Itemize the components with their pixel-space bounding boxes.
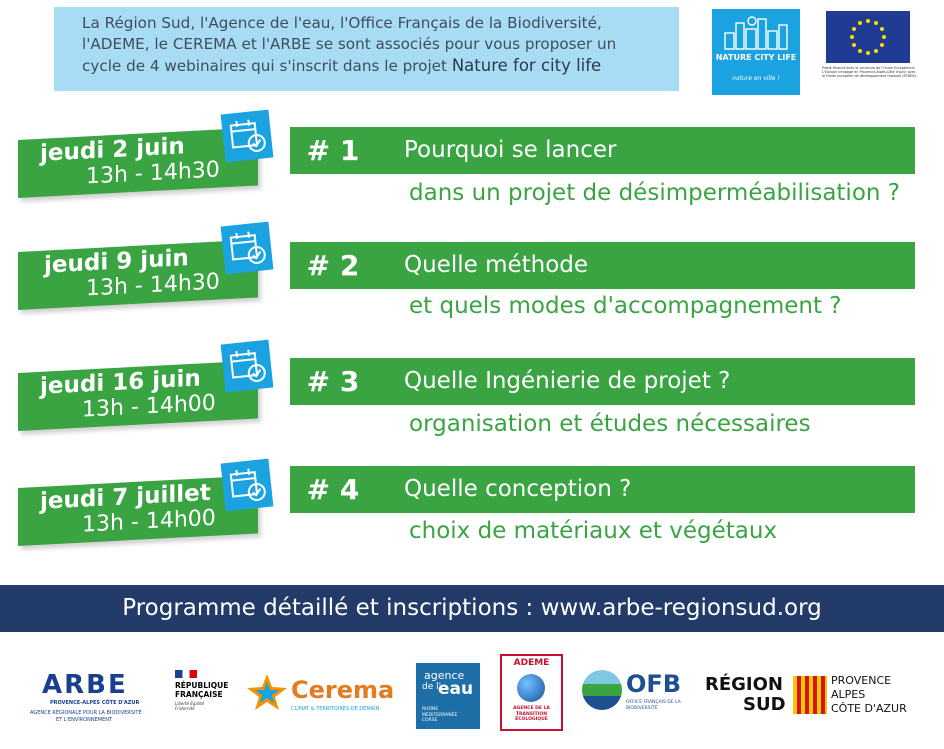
calendar-check-icon bbox=[220, 221, 274, 275]
session-question: Quelle méthode bbox=[404, 252, 589, 278]
calendar-check-icon bbox=[220, 458, 274, 512]
session-subquestion: organisation et études nécessaires bbox=[409, 411, 811, 437]
republique-line-1: RÉPUBLIQUE bbox=[175, 681, 229, 690]
intro-box: La Région Sud, l'Agence de l'eau, l'Offi… bbox=[54, 7, 679, 91]
arbe-tagline-1: AGENCE RÉGIONALE POUR LA BIODIVERSITÉ bbox=[30, 710, 142, 716]
globe-icon bbox=[517, 674, 545, 702]
calendar-check-icon bbox=[220, 109, 274, 163]
region-sud-line-2: SUD bbox=[743, 694, 786, 715]
date-badge-1: jeudi 2 juin 13h - 14h30 bbox=[18, 127, 258, 198]
partner-logos: ARBE PROVENCE-ALPES CÔTE D'AZUR AGENCE R… bbox=[0, 648, 944, 749]
agence-eau-line-1: agence bbox=[424, 669, 465, 682]
date-badge-3: jeudi 16 juin 13h - 14h00 bbox=[18, 360, 258, 431]
provence-flag-icon bbox=[793, 676, 827, 714]
region-sud-p1: PROVENCE bbox=[831, 674, 892, 687]
agence-eau-line-2: de l' bbox=[422, 682, 442, 692]
program-link-text[interactable]: Programme détaillé et inscriptions : www… bbox=[122, 595, 822, 621]
arbe-logo: ARBE PROVENCE-ALPES CÔTE D'AZUR AGENCE R… bbox=[30, 670, 155, 730]
session-number: # 4 bbox=[290, 466, 376, 513]
session-number: # 3 bbox=[290, 358, 376, 405]
ademe-name: ADEME bbox=[513, 658, 550, 668]
question-bar bbox=[376, 127, 915, 174]
republique-motto: Liberté Égalité Fraternité bbox=[175, 701, 205, 711]
ofb-name: OFB bbox=[626, 670, 682, 698]
region-sud-logo: RÉGION SUD PROVENCE ALPES CÔTE D'AZUR bbox=[705, 670, 920, 720]
nature-city-life-logo: NATURE CITY LIFE nature en ville ! bbox=[712, 9, 800, 95]
intro-line-1: La Région Sud, l'Agence de l'eau, l'Offi… bbox=[82, 14, 602, 32]
agence-eau-line-3: eau bbox=[438, 679, 474, 699]
region-sud-line-1: RÉGION bbox=[705, 674, 783, 695]
arbe-tagline-2: ET L'ENVIRONNEMENT bbox=[56, 717, 113, 723]
session-subquestion: choix de matériaux et végétaux bbox=[409, 518, 778, 544]
cerema-name: Cerema bbox=[291, 676, 395, 704]
program-banner: Programme détaillé et inscriptions : www… bbox=[0, 585, 944, 632]
cerema-tagline: CLIMAT & TERRITOIRES DE DEMAIN bbox=[291, 706, 380, 712]
session-question: Quelle conception ? bbox=[404, 476, 632, 502]
intro-line-3-text: cycle de 4 webinaires qui s'inscrit dans… bbox=[82, 57, 452, 75]
nature-logo-slogan: nature en ville ! bbox=[732, 75, 780, 82]
session-number: # 2 bbox=[290, 242, 376, 289]
city-skyline-icon bbox=[724, 16, 788, 50]
date-badge-2: jeudi 9 juin 13h - 14h30 bbox=[18, 239, 258, 310]
republique-francaise-logo: RÉPUBLIQUE FRANÇAISE Liberté Égalité Fra… bbox=[175, 668, 235, 730]
intro-text: La Région Sud, l'Agence de l'eau, l'Offi… bbox=[82, 13, 682, 77]
question-bar bbox=[376, 242, 915, 289]
ofb-logo: OFB OFFICE FRANÇAIS DE LA BIODIVERSITÉ bbox=[582, 670, 692, 714]
region-sud-p2: ALPES bbox=[831, 688, 866, 701]
marianne-flag-icon bbox=[175, 670, 197, 678]
ademe-sub: AGENCE DE LA TRANSITION ÉCOLOGIQUE bbox=[513, 706, 550, 722]
session-question: Pourquoi se lancer bbox=[404, 137, 617, 163]
eu-stars-icon bbox=[850, 19, 886, 55]
cerema-logo: Cerema CLIMAT & TERRITOIRES DE DEMAIN bbox=[245, 672, 394, 722]
republique-line-2: FRANÇAISE bbox=[175, 690, 223, 699]
region-sud-p3: CÔTE D'AZUR bbox=[831, 702, 907, 715]
eu-funding-note: Projet financé avec le concours de l'Uni… bbox=[822, 66, 918, 78]
question-bar bbox=[376, 466, 915, 513]
intro-line-2: l'ADEME, le CEREMA et l'ARBE se sont ass… bbox=[82, 35, 617, 53]
agence-eau-logo: agence de l' eau RHÔNE MÉDITERRANÉE CORS… bbox=[416, 663, 480, 729]
agence-eau-sub: RHÔNE MÉDITERRANÉE CORSE bbox=[422, 707, 458, 723]
ofb-circle-icon bbox=[582, 670, 622, 710]
session-subquestion: dans un projet de désimperméabilisation … bbox=[409, 180, 900, 206]
project-name: Nature for city life bbox=[451, 56, 602, 75]
ademe-logo: ADEME AGENCE DE LA TRANSITION ÉCOLOGIQUE bbox=[500, 654, 563, 731]
session-subquestion: et quels modes d'accompagnement ? bbox=[409, 293, 842, 319]
arbe-name: ARBE bbox=[42, 670, 128, 700]
ofb-sub: OFFICE FRANÇAIS DE LA BIODIVERSITÉ bbox=[626, 700, 681, 711]
session-question: Quelle Ingénierie de projet ? bbox=[404, 368, 731, 394]
calendar-check-icon bbox=[220, 339, 274, 393]
eu-flag-logo bbox=[826, 11, 910, 63]
arbe-region: PROVENCE-ALPES CÔTE D'AZUR bbox=[50, 700, 140, 706]
question-bar bbox=[376, 358, 915, 405]
nature-logo-text: NATURE CITY LIFE bbox=[715, 53, 797, 62]
intro-line-3: cycle de 4 webinaires qui s'inscrit dans… bbox=[82, 55, 682, 77]
session-number: # 1 bbox=[290, 127, 376, 174]
cerema-star-icon bbox=[247, 674, 287, 710]
